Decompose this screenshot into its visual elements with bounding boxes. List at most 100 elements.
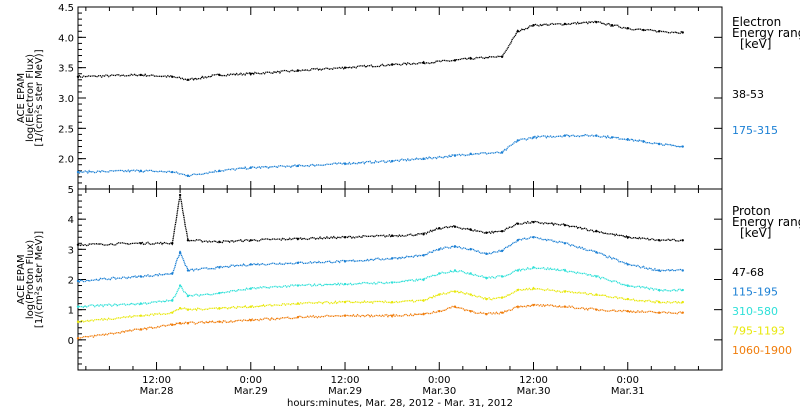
data-point xyxy=(500,311,504,314)
data-point xyxy=(343,66,347,69)
data-point xyxy=(469,309,472,313)
data-point xyxy=(469,272,472,275)
legend-title-line: [keV] xyxy=(740,37,771,51)
data-point xyxy=(218,320,221,323)
data-point xyxy=(186,78,190,82)
data-point xyxy=(438,309,441,313)
data-point xyxy=(453,59,457,62)
data-point xyxy=(139,275,143,278)
data-point xyxy=(249,239,252,242)
data-point xyxy=(469,293,472,296)
data-point xyxy=(76,243,80,247)
data-point xyxy=(422,61,425,65)
data-point xyxy=(563,269,567,272)
data-point xyxy=(343,236,347,239)
data-point xyxy=(500,275,504,278)
data-point xyxy=(218,240,221,243)
data-point xyxy=(438,293,441,296)
data-point xyxy=(485,276,488,280)
data-point xyxy=(249,305,252,308)
y-axis-label-line: ACE EPAM xyxy=(16,254,27,304)
data-point xyxy=(657,142,661,146)
data-point xyxy=(343,282,347,286)
y-axis-label-line: ACE EPAM xyxy=(16,73,27,123)
data-point xyxy=(642,140,645,143)
data-point xyxy=(516,305,520,308)
data-point xyxy=(453,290,457,293)
series-line-proton-1060-1900 xyxy=(77,303,683,339)
data-point xyxy=(296,164,300,168)
data-point xyxy=(469,248,472,251)
data-point xyxy=(516,30,520,33)
data-point xyxy=(563,290,567,293)
data-point xyxy=(390,281,394,284)
series-line-proton-115-195 xyxy=(77,235,684,283)
y-axis-label-proton: ACE EPAMlog(Proton Flux)[1/(cm²s ster Me… xyxy=(16,231,45,328)
data-point xyxy=(657,300,661,304)
legend-title-line: Energy ranges xyxy=(732,215,800,229)
data-point xyxy=(595,20,598,24)
data-point xyxy=(626,297,629,301)
data-point xyxy=(657,30,661,33)
data-point xyxy=(296,69,300,72)
data-point xyxy=(218,291,221,295)
y-axis-label-line: [1/(cm²s ster MeV)] xyxy=(34,231,45,328)
data-point xyxy=(516,239,520,242)
data-point xyxy=(249,166,252,169)
data-point xyxy=(626,27,629,30)
data-point xyxy=(296,237,300,240)
data-point xyxy=(186,239,190,242)
data-point xyxy=(657,288,661,292)
data-point xyxy=(563,134,567,137)
data-point xyxy=(681,31,684,34)
data-point xyxy=(76,305,80,308)
data-point xyxy=(657,311,661,314)
data-point xyxy=(76,279,80,283)
x-tick-label-date: Mar.29 xyxy=(328,386,362,397)
data-point xyxy=(296,261,300,265)
x-tick-label-date: Mar.30 xyxy=(517,386,551,397)
y-tick-label: 3 xyxy=(68,245,74,256)
data-point xyxy=(453,245,457,248)
panel-frame-electron xyxy=(77,6,723,190)
legend-entry: 1060-1900 xyxy=(732,344,792,357)
data-point xyxy=(186,308,190,311)
y-axis-label-line: log(Electron Flux) xyxy=(25,54,36,142)
x-tick-label-date: Mar.28 xyxy=(140,386,174,397)
data-point xyxy=(595,308,598,311)
data-point xyxy=(390,314,394,317)
data-point xyxy=(626,138,629,141)
y-axis-label-line: log(Proton Flux) xyxy=(25,240,36,319)
y-tick-label: 4 xyxy=(68,215,74,226)
y-tick-label: 4.5 xyxy=(58,3,74,14)
series-line-electron-38-53 xyxy=(77,20,684,81)
data-point xyxy=(139,169,143,172)
data-point xyxy=(249,287,252,290)
data-point xyxy=(500,230,504,233)
data-point xyxy=(657,239,661,242)
data-point xyxy=(500,249,504,253)
series-line-proton-47-68 xyxy=(77,195,683,247)
legend-entry: 175-315 xyxy=(732,124,778,137)
legend-entry: 38-53 xyxy=(732,88,764,101)
legend-entry: 795-1193 xyxy=(732,325,785,338)
legend-title-line: Proton xyxy=(732,204,771,218)
y-axis-label-electron: ACE EPAMlog(Electron Flux)[1/(cm²s ster … xyxy=(16,49,45,146)
data-point xyxy=(516,288,520,292)
data-point xyxy=(485,312,488,316)
data-point xyxy=(485,297,488,301)
data-point xyxy=(422,312,425,316)
data-point xyxy=(171,323,174,326)
panel-frame-proton xyxy=(77,188,723,371)
data-point xyxy=(563,224,567,227)
data-point xyxy=(500,151,504,154)
data-point xyxy=(532,303,535,307)
data-point xyxy=(390,300,394,304)
data-point xyxy=(516,222,520,225)
x-tick-label-time: 0:00 xyxy=(240,375,262,386)
data-point xyxy=(422,157,425,160)
data-point xyxy=(595,134,598,137)
data-point xyxy=(422,299,425,302)
data-point xyxy=(390,159,394,163)
